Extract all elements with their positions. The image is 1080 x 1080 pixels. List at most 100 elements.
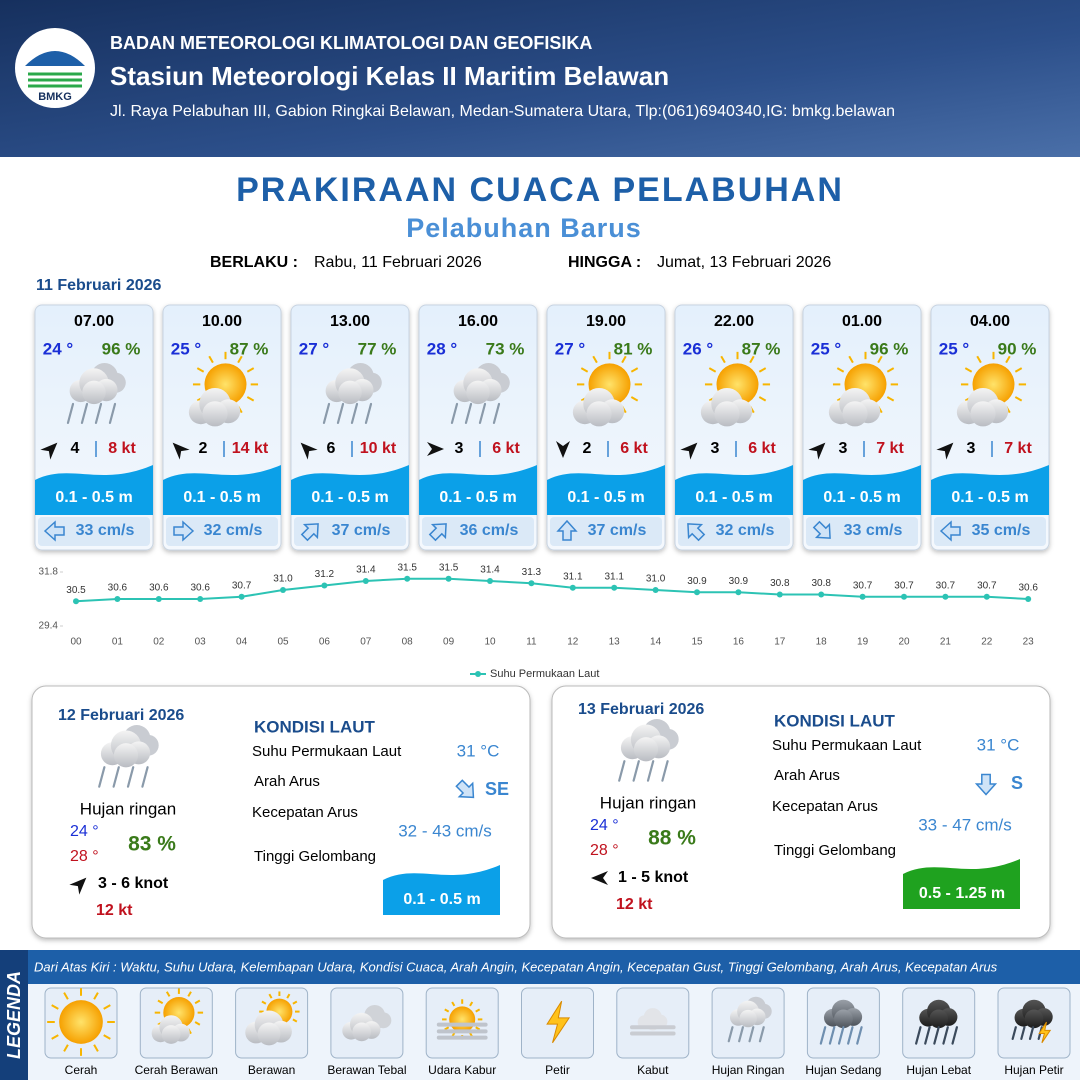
legend-label: Hujan Sedang	[805, 1063, 881, 1077]
sun-ray	[749, 355, 755, 364]
sst-point	[1025, 596, 1032, 602]
sst-point	[362, 578, 369, 584]
sun-ray	[194, 1021, 201, 1026]
legend-bar	[0, 950, 1080, 984]
value-label: 31.3	[522, 567, 542, 578]
cloud-part	[970, 401, 996, 427]
gust: 6 kt	[620, 440, 648, 457]
humidity: 87 %	[742, 339, 781, 358]
day-date: 13 Februari 2026	[578, 701, 704, 718]
sun	[59, 1000, 103, 1044]
wind-speed: 3	[455, 440, 464, 457]
current-arrow	[300, 523, 319, 542]
header-band	[0, 0, 1080, 157]
sun-ray	[157, 999, 164, 1005]
wind-arrow	[40, 442, 58, 460]
weather-icon	[915, 999, 959, 1045]
sst-point	[735, 589, 742, 596]
legend-title: LEGENDA	[4, 971, 24, 1059]
rain-drop	[66, 402, 75, 424]
temperature: 25 °	[171, 339, 202, 358]
weather-icon	[245, 991, 300, 1046]
sst-point	[652, 587, 659, 593]
legend-label: Berawan Tebal	[327, 1063, 406, 1077]
rain-drop	[478, 402, 487, 424]
sun-ray	[886, 396, 895, 402]
logo-text: BMKG	[38, 91, 72, 103]
sun-ray	[708, 367, 717, 373]
rain-drop	[350, 402, 359, 424]
wave-height: 0.1 - 0.5 m	[951, 489, 1028, 506]
cloud-part	[466, 380, 490, 405]
gust: 6 kt	[492, 440, 520, 457]
gust: 14 kt	[232, 440, 269, 457]
sun-ray	[292, 1018, 298, 1023]
time: 04.00	[970, 313, 1010, 330]
sun-ray	[165, 991, 171, 997]
wind-speed: 2	[583, 440, 592, 457]
legend-description: Dari Atas Kiri : Waktu, Suhu Udara, Kele…	[34, 959, 998, 974]
value-label: 30.6	[108, 583, 128, 594]
x-tick-label: 12	[567, 637, 579, 648]
current-box	[422, 517, 534, 546]
value-label: 31.1	[604, 571, 624, 582]
rain-drop	[819, 1026, 827, 1045]
current-speed: 32 cm/s	[716, 522, 775, 539]
rain-drop	[1028, 1026, 1035, 1041]
sst-point	[280, 587, 286, 593]
current-arrow	[556, 519, 578, 541]
current-box	[166, 517, 278, 546]
weather-icon	[572, 351, 643, 427]
wave-area	[291, 465, 409, 515]
weather: Hujan ringan	[600, 793, 696, 812]
rain-drop	[450, 402, 459, 424]
temperature: 26 °	[683, 339, 714, 358]
rain-drop	[661, 760, 669, 782]
cloud-part	[352, 1022, 372, 1042]
cloud-part	[338, 380, 362, 405]
wind-speed: 6	[327, 440, 336, 457]
title: PRAKIRAAN CUACA PELABUHAN	[236, 171, 844, 209]
sun-ray	[580, 367, 589, 373]
temperature: 25 °	[939, 339, 970, 358]
sun-ray	[196, 367, 205, 373]
x-tick-label: 23	[1023, 637, 1035, 648]
sst: 31 °C	[457, 741, 500, 760]
rain-drop	[748, 1026, 755, 1043]
weather-icon	[819, 999, 863, 1045]
x-tick-label: 04	[236, 637, 248, 648]
validity-date: Jumat, 13 Februari 2026	[657, 254, 831, 271]
wind-arrow	[300, 442, 318, 460]
current-box	[806, 517, 918, 546]
sun-ray	[237, 355, 243, 364]
current-box	[294, 517, 406, 546]
sea-heading: KONDISI LAUT	[774, 711, 896, 730]
temp-min: 24 °	[70, 823, 99, 840]
gust: 8 kt	[108, 440, 136, 457]
sst-point	[73, 598, 79, 605]
rain-drop	[942, 1026, 949, 1045]
rain-drop	[364, 402, 373, 424]
legend-label: Berawan	[248, 1063, 295, 1077]
weather-icon	[546, 1000, 571, 1044]
agency: BADAN METEOROLOGI KLIMATOLOGI DAN GEOFIS…	[110, 33, 592, 53]
value-label: 30.7	[853, 580, 873, 591]
weather-icon	[618, 719, 679, 782]
value-label: 30.9	[687, 576, 707, 587]
sun-ray	[261, 1000, 267, 1005]
wind-speed: 2	[199, 440, 208, 457]
sun-ray	[592, 355, 598, 364]
humidity: 81 %	[614, 339, 653, 358]
value-label: 30.7	[936, 580, 956, 591]
sun-ray	[286, 993, 291, 999]
current-box	[934, 517, 1046, 546]
time: 10.00	[202, 313, 242, 330]
wave-height: 0.1 - 0.5 m	[55, 489, 132, 506]
rain-drop	[492, 402, 501, 424]
sun-ray	[720, 355, 726, 364]
wind-arrow	[808, 442, 826, 460]
sun-ray	[475, 1008, 481, 1013]
rain-drop	[322, 402, 331, 424]
sst-line	[75, 577, 1029, 603]
legend-strip	[0, 950, 28, 1080]
